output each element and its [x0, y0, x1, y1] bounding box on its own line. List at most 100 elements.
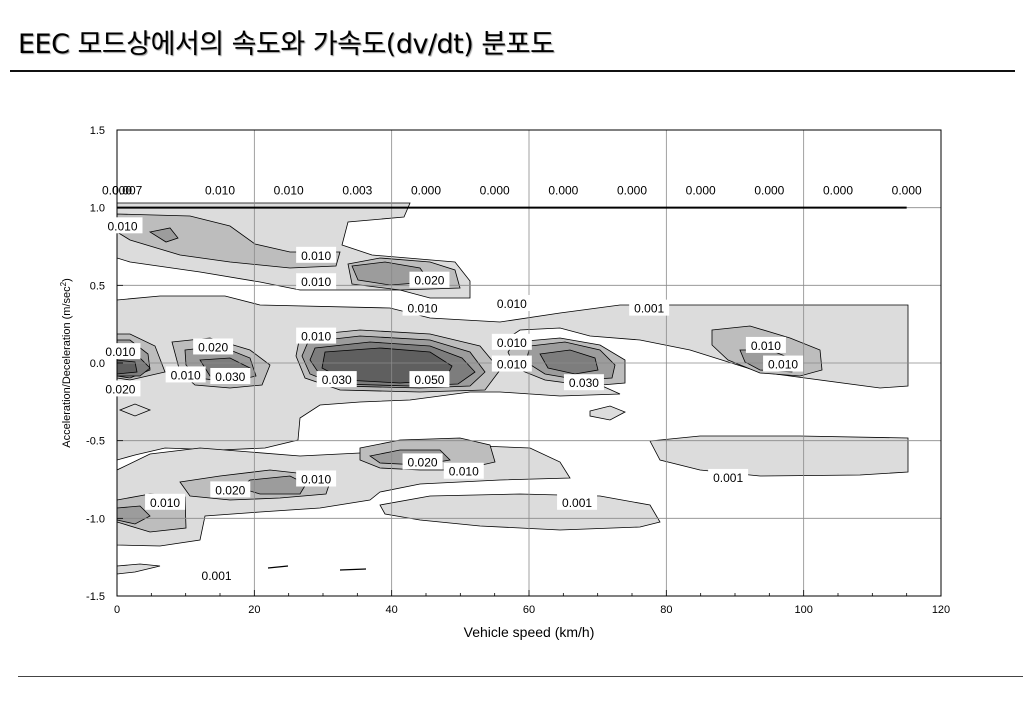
- y-tick-label: 0.5: [90, 280, 105, 292]
- contour-label: 0.010: [491, 333, 532, 350]
- contour-label-text: 0.010: [408, 302, 438, 316]
- contour-label-text: 0.010: [768, 358, 798, 372]
- contour-label-box: [557, 493, 598, 510]
- contour-label-box: [296, 246, 337, 263]
- contour-label-text: 0.020: [215, 483, 245, 497]
- contour-label-box: [409, 271, 450, 288]
- contour-region: [148, 227, 179, 243]
- contour-label: 0.030: [210, 367, 251, 384]
- contour-label: 0.010: [491, 355, 532, 372]
- contour-label-box: [409, 371, 450, 388]
- contour-label: 0.010: [102, 217, 143, 234]
- contour-label-box: [100, 380, 141, 397]
- top-row-value: 0.010: [205, 184, 235, 198]
- contour-label-text: 0.010: [150, 496, 180, 510]
- contour-label-text: 0.001: [202, 569, 232, 583]
- contour-label-box: [629, 299, 670, 316]
- y-axis-label-close: ): [61, 278, 73, 282]
- contour-label-box: [102, 217, 143, 234]
- contour-label-box: [296, 273, 337, 290]
- contour-label-text: 0.020: [408, 455, 438, 469]
- contour-label-text: 0.030: [322, 373, 352, 387]
- contour-label-box: [296, 470, 337, 487]
- x-tick-label: 100: [794, 604, 812, 616]
- top-row-value: 0.000: [823, 184, 853, 198]
- y-tick-label: 1.0: [90, 203, 105, 215]
- contour-label: 0.010: [402, 299, 443, 316]
- top-row-value: 0.000: [480, 184, 510, 198]
- top-row-value: 0.000: [892, 184, 922, 198]
- contour-label-box: [563, 374, 604, 391]
- contour-region: [117, 505, 151, 525]
- contour-region: [118, 403, 152, 417]
- contour-label-text: 0.030: [215, 370, 245, 384]
- contour-region: [117, 359, 138, 375]
- contour-label: 0.020: [402, 453, 443, 470]
- x-axis-ticks: 0 20 40 60 80 100 120: [114, 590, 950, 616]
- contour-label: 0.030: [563, 374, 604, 391]
- contour-label-text: 0.010: [171, 368, 201, 382]
- contour-label-text: 0.010: [497, 297, 527, 311]
- contour-label-box: [296, 327, 337, 344]
- contour-label: 0.001: [629, 299, 670, 316]
- contour-label-box: [100, 343, 141, 360]
- contour-label-text: 0.020: [198, 340, 228, 354]
- top-row-value: 0.000: [548, 184, 578, 198]
- contour-label: 0.010: [296, 327, 337, 344]
- contour-line: [267, 565, 367, 571]
- top-row-value: 0.000: [102, 184, 132, 198]
- contour-label: 0.001: [196, 566, 237, 583]
- contour-label: 0.020: [193, 338, 234, 355]
- contour-label-text: 0.001: [562, 496, 592, 510]
- contour-region: [649, 435, 909, 477]
- y-tick-label: -0.5: [86, 436, 105, 448]
- contour-region: [539, 349, 599, 375]
- contour-label: 0.020: [409, 271, 450, 288]
- contour-label: 0.010: [145, 493, 186, 510]
- y-tick-label: 0.0: [90, 358, 105, 370]
- top-row-value: 0.000: [754, 184, 784, 198]
- contour-region: [589, 405, 626, 421]
- y-tick-label: 1.5: [90, 125, 105, 137]
- contour-label: 0.020: [210, 481, 251, 498]
- contour-label: 0.001: [708, 468, 749, 485]
- contour-label-box: [210, 481, 251, 498]
- contour-label-text: 0.030: [569, 376, 599, 390]
- contour-label: 0.010: [296, 470, 337, 487]
- contour-label-text: 0.010: [449, 465, 479, 479]
- contour-label-text: 0.010: [301, 473, 331, 487]
- top-row-value: 0.010: [274, 184, 304, 198]
- contour-label: 0.010: [745, 336, 786, 353]
- contour-label: 0.010: [491, 294, 532, 311]
- x-tick-label: 60: [523, 604, 535, 616]
- contour-label: 0.020: [100, 380, 141, 397]
- title-underline: [10, 70, 1015, 72]
- contour-label: 0.050: [409, 371, 450, 388]
- contour-label-box: [708, 468, 749, 485]
- contour-label-box: [402, 453, 443, 470]
- x-tick-label: 120: [932, 604, 950, 616]
- y-axis-label-main: Acceleration/Deceleration (m/sec: [61, 286, 73, 448]
- contour-label: 0.001: [557, 493, 598, 510]
- contour-label: 0.010: [100, 343, 141, 360]
- y-tick-label: -1.0: [86, 513, 105, 525]
- contour-label-text: 0.010: [301, 275, 331, 289]
- top-row-value: 0.000: [411, 184, 441, 198]
- y-axis-label-superscript: 2: [59, 281, 68, 286]
- contour-label-box: [402, 299, 443, 316]
- contour-label: 0.030: [316, 371, 357, 388]
- x-axis-label: Vehicle speed (km/h): [464, 624, 595, 640]
- footer-rule: [18, 676, 1023, 677]
- contour-label-box: [491, 333, 532, 350]
- x-tick-label: 0: [114, 604, 120, 616]
- contour-label: 0.010: [296, 246, 337, 263]
- contour-label-text: 0.050: [414, 373, 444, 387]
- contour-label-box: [763, 355, 804, 372]
- contour-label-box: [210, 367, 251, 384]
- top-row-value: 0.007: [112, 184, 142, 198]
- contour-label-text: 0.010: [301, 330, 331, 344]
- contour-label: 0.010: [443, 462, 484, 479]
- contour-label: 0.010: [165, 366, 206, 383]
- contour-label-text: 0.010: [301, 249, 331, 263]
